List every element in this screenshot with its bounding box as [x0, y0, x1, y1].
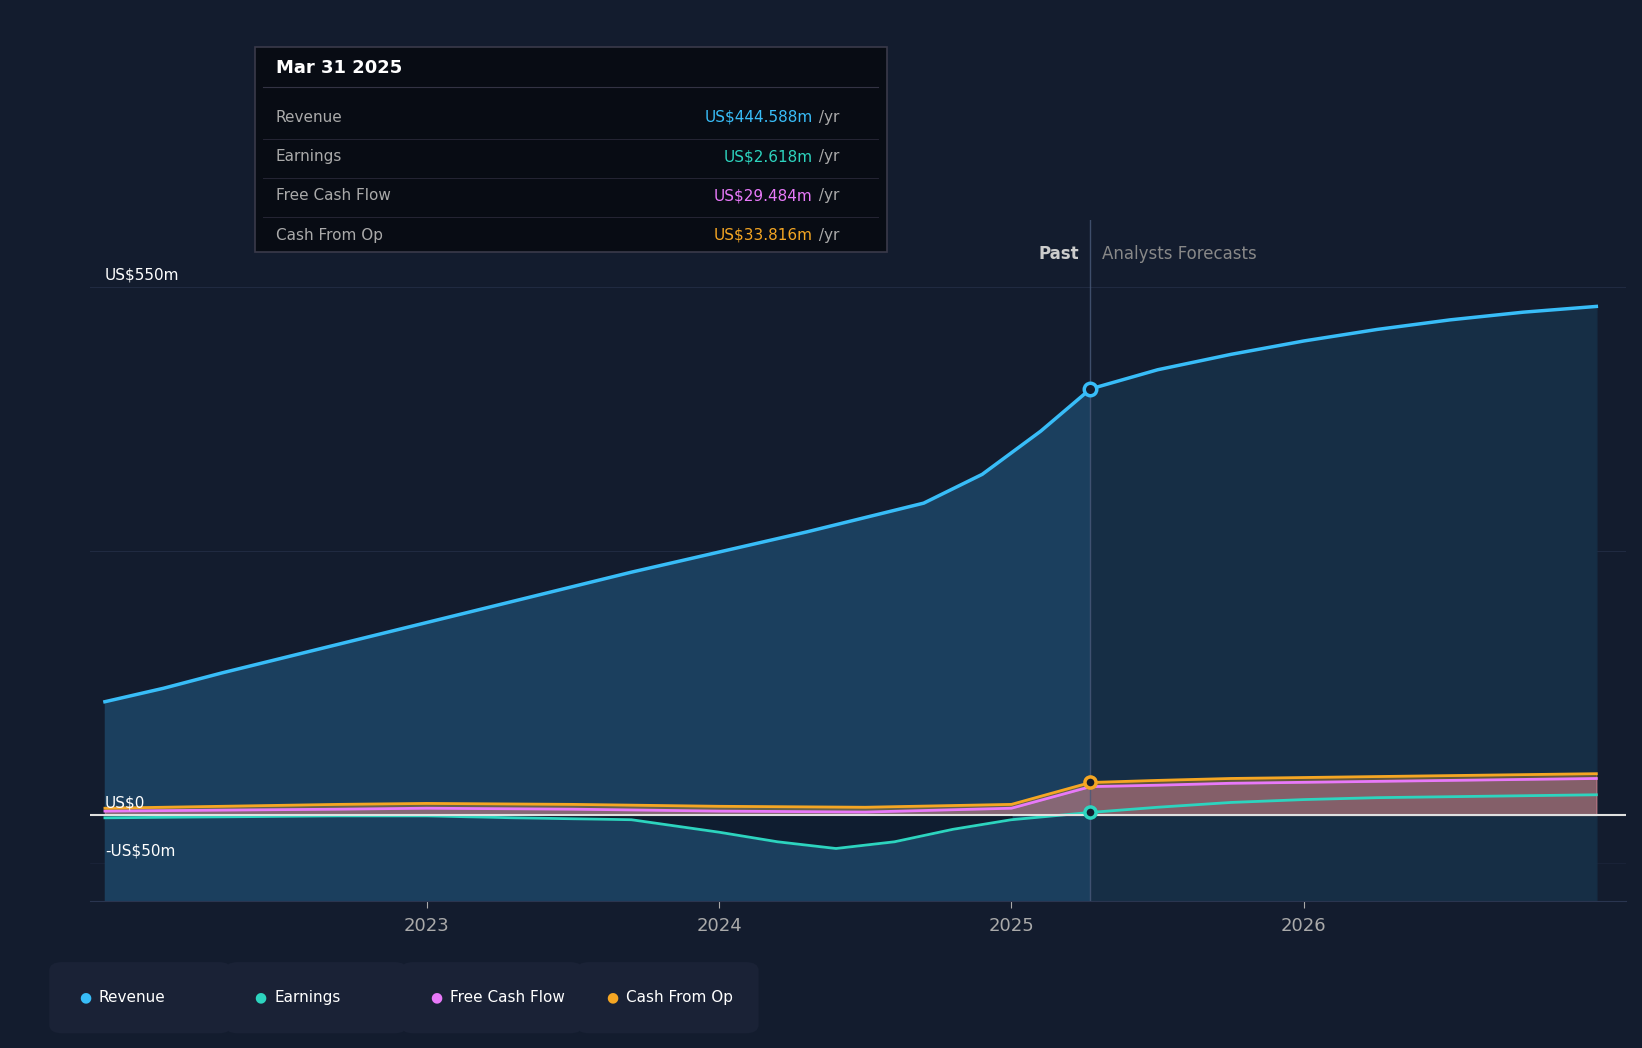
Text: Past: Past [1038, 245, 1079, 263]
Text: US$0: US$0 [105, 795, 144, 810]
Text: ●: ● [255, 990, 266, 1005]
Text: /yr: /yr [814, 227, 839, 243]
Text: Free Cash Flow: Free Cash Flow [276, 189, 391, 203]
Text: US$550m: US$550m [105, 267, 179, 283]
Text: Cash From Op: Cash From Op [626, 990, 732, 1005]
Text: Mar 31 2025: Mar 31 2025 [276, 59, 402, 78]
Text: Analysts Forecasts: Analysts Forecasts [1102, 245, 1256, 263]
Text: /yr: /yr [814, 149, 839, 165]
Text: /yr: /yr [814, 110, 839, 125]
Text: ●: ● [430, 990, 442, 1005]
Text: US$29.484m: US$29.484m [714, 189, 813, 203]
Text: -US$50m: -US$50m [105, 843, 176, 858]
Text: Cash From Op: Cash From Op [276, 227, 383, 243]
Text: Revenue: Revenue [99, 990, 166, 1005]
Text: Free Cash Flow: Free Cash Flow [450, 990, 565, 1005]
Text: ●: ● [606, 990, 617, 1005]
Text: Earnings: Earnings [276, 149, 342, 165]
Text: ●: ● [79, 990, 90, 1005]
Text: US$444.588m: US$444.588m [704, 110, 813, 125]
Text: US$33.816m: US$33.816m [714, 227, 813, 243]
Text: Revenue: Revenue [276, 110, 343, 125]
Text: Earnings: Earnings [274, 990, 340, 1005]
Text: US$2.618m: US$2.618m [724, 149, 813, 165]
Text: /yr: /yr [814, 189, 839, 203]
